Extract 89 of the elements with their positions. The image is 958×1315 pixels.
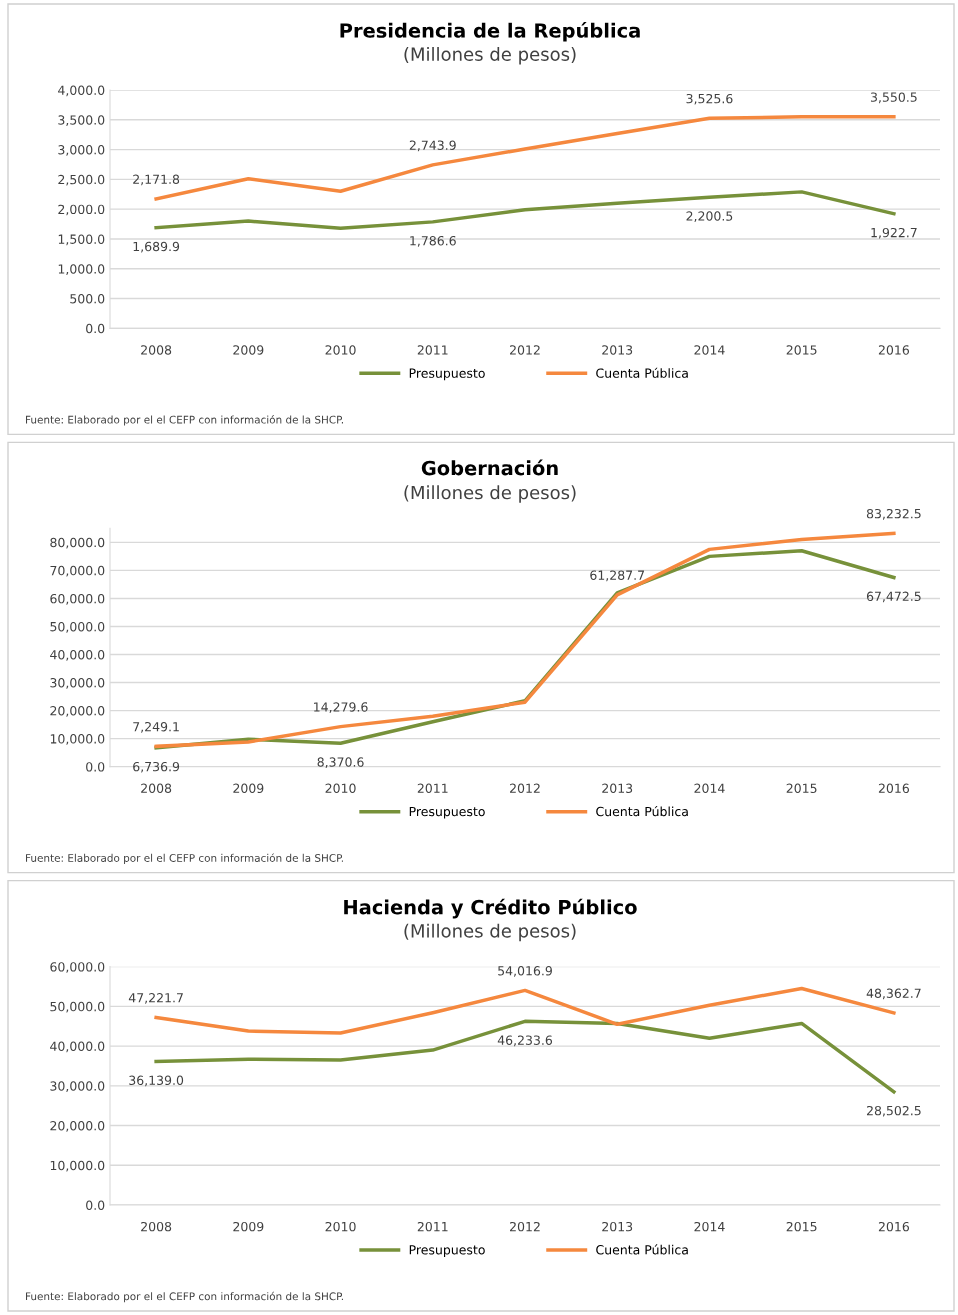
chart-title: Gobernación bbox=[421, 459, 558, 476]
y-tick-label: 20,000.0 bbox=[50, 706, 105, 717]
y-tick-label: 2,500.0 bbox=[58, 174, 105, 186]
source-note: Fuente: Elaborado por el el CEFP con información de la SHCP. bbox=[26, 1291, 343, 1303]
x-tick-label: 2013 bbox=[602, 345, 633, 355]
y-tick-label: 4,000.0 bbox=[58, 85, 105, 97]
y-tick-label: 1,500.0 bbox=[58, 234, 105, 246]
x-tick-label: 2008 bbox=[141, 1221, 172, 1232]
x-tick-label: 2010 bbox=[325, 783, 356, 794]
y-tick-label: 70,000.0 bbox=[50, 565, 105, 577]
y-tick-label: 500.0 bbox=[70, 294, 105, 304]
line-series bbox=[154, 190, 896, 230]
x-tick-label: 2015 bbox=[786, 783, 817, 794]
y-tick-label: 40,000.0 bbox=[50, 649, 105, 661]
data-label: 67,472.5 bbox=[866, 591, 921, 603]
chart-title: Presidencia de la República bbox=[340, 22, 640, 42]
x-tick-label: 2014 bbox=[694, 345, 725, 355]
x-tick-label: 2015 bbox=[786, 1221, 817, 1232]
x-tick-label: 2010 bbox=[325, 1221, 356, 1232]
x-tick-label: 2011 bbox=[417, 1221, 448, 1232]
x-tick-label: 2013 bbox=[602, 783, 633, 794]
x-tick-label: 2008 bbox=[141, 345, 172, 355]
legend-label: Presupuesto bbox=[409, 1245, 485, 1257]
data-label: 47,221.7 bbox=[128, 993, 183, 1004]
x-tick-label: 2016 bbox=[878, 345, 910, 355]
data-label: 28,502.5 bbox=[866, 1105, 921, 1117]
y-tick-label: 50,000.0 bbox=[50, 1001, 105, 1013]
y-tick-label: 1,000.0 bbox=[58, 264, 105, 275]
legend-label: Presupuesto bbox=[409, 806, 485, 819]
data-label: 2,200.5 bbox=[686, 211, 733, 223]
data-label: 3,550.5 bbox=[870, 92, 917, 104]
y-tick-label: 60,000.0 bbox=[50, 962, 105, 973]
x-tick-label: 2014 bbox=[694, 1221, 725, 1232]
data-label: 8,370.6 bbox=[317, 757, 364, 769]
y-tick-label: 20,000.0 bbox=[50, 1121, 105, 1132]
x-tick-label: 2016 bbox=[878, 783, 910, 794]
y-tick-label: 50,000.0 bbox=[50, 621, 105, 633]
legend-label: Cuenta Pública bbox=[596, 1244, 688, 1255]
y-tick-label: 0.0 bbox=[86, 762, 105, 772]
y-tick-label: 10,000.0 bbox=[50, 734, 105, 745]
data-label: 1,922.7 bbox=[871, 227, 917, 239]
data-label: 83,232.5 bbox=[866, 508, 921, 520]
data-label: 46,233.6 bbox=[497, 1035, 553, 1047]
x-tick-label: 2014 bbox=[694, 783, 725, 794]
y-tick-label: 30,000.0 bbox=[50, 678, 105, 689]
chart-subtitle: (Millones de pesos) bbox=[404, 923, 576, 942]
legend-label: Presupuesto bbox=[409, 368, 485, 381]
x-tick-label: 2013 bbox=[602, 1221, 633, 1232]
data-label: 1,689.9 bbox=[133, 241, 180, 253]
legend-label: Cuenta Pública bbox=[596, 367, 688, 378]
data-label: 54,016.9 bbox=[498, 966, 552, 977]
data-label: 7,249.1 bbox=[133, 721, 179, 733]
data-label: 61,287.7 bbox=[590, 570, 644, 582]
data-label: 2,171.8 bbox=[133, 174, 180, 186]
x-tick-label: 2012 bbox=[510, 345, 540, 355]
x-tick-label: 2012 bbox=[510, 783, 540, 794]
data-label: 2,743.9 bbox=[409, 140, 456, 152]
x-tick-label: 2011 bbox=[417, 345, 448, 355]
data-label: 3,525.6 bbox=[686, 93, 733, 105]
x-tick-label: 2015 bbox=[786, 345, 817, 355]
x-tick-label: 2009 bbox=[233, 1221, 264, 1232]
legend-label: Cuenta Pública bbox=[596, 806, 688, 817]
chart-subtitle: (Millones de pesos) bbox=[404, 47, 576, 65]
y-tick-label: 0.0 bbox=[86, 1200, 105, 1210]
source-note: Fuente: Elaborado por el el CEFP con información de la SHCP. bbox=[26, 853, 343, 864]
y-tick-label: 3,500.0 bbox=[58, 115, 105, 126]
chart-subtitle: (Millones de pesos) bbox=[404, 485, 576, 503]
data-label: 6,736.9 bbox=[133, 761, 180, 773]
x-tick-label: 2010 bbox=[325, 345, 356, 355]
data-label: 48,362.7 bbox=[866, 988, 921, 1000]
chart-title: Hacienda y Crédito Público bbox=[344, 898, 637, 919]
y-tick-label: 2,000.0 bbox=[58, 204, 105, 216]
x-tick-label: 2008 bbox=[141, 783, 172, 794]
y-tick-label: 60,000.0 bbox=[50, 593, 105, 605]
y-tick-label: 10,000.0 bbox=[50, 1160, 105, 1172]
y-tick-label: 30,000.0 bbox=[50, 1081, 105, 1093]
data-label: 1,786.6 bbox=[410, 235, 456, 247]
x-tick-label: 2016 bbox=[878, 1221, 910, 1232]
y-tick-label: 80,000.0 bbox=[50, 537, 105, 549]
x-tick-label: 2012 bbox=[510, 1221, 540, 1232]
x-tick-label: 2009 bbox=[233, 345, 264, 355]
data-label: 14,279.6 bbox=[314, 702, 368, 713]
x-tick-label: 2011 bbox=[417, 783, 448, 794]
y-tick-label: 3,000.0 bbox=[58, 145, 105, 156]
y-tick-label: 0.0 bbox=[86, 323, 105, 334]
y-tick-label: 40,000.0 bbox=[50, 1041, 105, 1053]
source-note: Fuente: Elaborado por el el CEFP con información de la SHCP. bbox=[26, 415, 343, 426]
data-label: 36,139.0 bbox=[129, 1075, 184, 1087]
x-tick-label: 2009 bbox=[233, 783, 264, 794]
